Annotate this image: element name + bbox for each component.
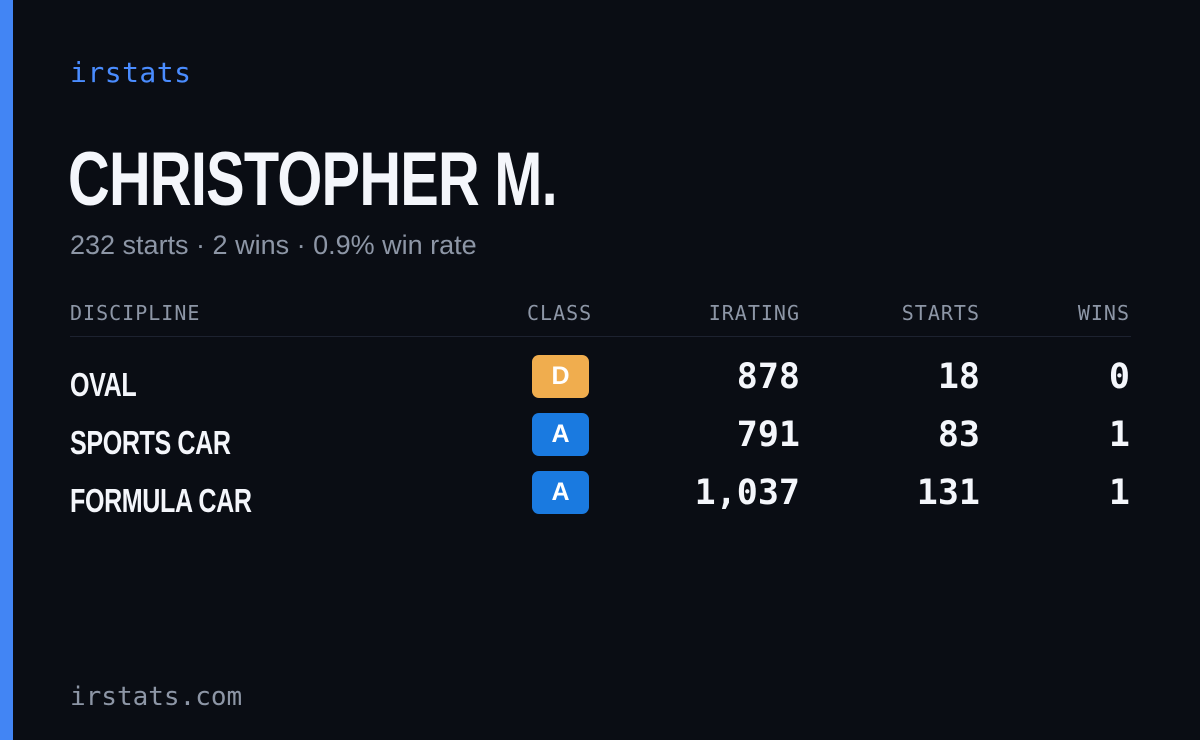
row-discipline: SPORTS CAR: [70, 424, 231, 461]
footer-url: irstats.com: [70, 682, 243, 712]
class-badge: A: [532, 413, 589, 456]
table-row: OVAL D 878 18 0: [70, 353, 1131, 411]
header-starts: STARTS: [901, 301, 980, 325]
class-badge: A: [532, 471, 589, 514]
row-discipline: OVAL: [70, 366, 137, 403]
stats-table: DISCIPLINE CLASS IRATING STARTS WINS OVA…: [70, 296, 1131, 527]
row-wins: 1: [1108, 415, 1130, 455]
row-wins: 0: [1108, 357, 1130, 397]
header-class: CLASS: [527, 301, 593, 325]
header-wins: WINS: [1077, 301, 1130, 325]
row-starts: 18: [937, 357, 980, 397]
player-name: CHRISTOPHER M.: [68, 137, 558, 222]
brand-logo: irstats: [70, 56, 192, 89]
table-body: OVAL D 878 18 0 SPORTS CAR A 791 83 1 FO…: [70, 337, 1131, 527]
table-header: DISCIPLINE CLASS IRATING STARTS WINS: [70, 296, 1131, 337]
row-discipline: FORMULA CAR: [70, 482, 252, 519]
class-badge: D: [532, 355, 589, 398]
header-irating: IRATING: [708, 301, 800, 325]
row-starts: 131: [916, 473, 980, 513]
header-discipline: DISCIPLINE: [70, 301, 201, 325]
row-starts: 83: [937, 415, 980, 455]
row-irating: 1,037: [694, 473, 800, 513]
row-irating: 791: [736, 415, 800, 455]
row-irating: 878: [736, 357, 800, 397]
table-row: SPORTS CAR A 791 83 1: [70, 411, 1131, 469]
row-wins: 1: [1108, 473, 1130, 513]
accent-bar: [0, 0, 13, 740]
player-summary: 232 starts · 2 wins · 0.9% win rate: [70, 230, 477, 260]
table-row: FORMULA CAR A 1,037 131 1: [70, 469, 1131, 527]
